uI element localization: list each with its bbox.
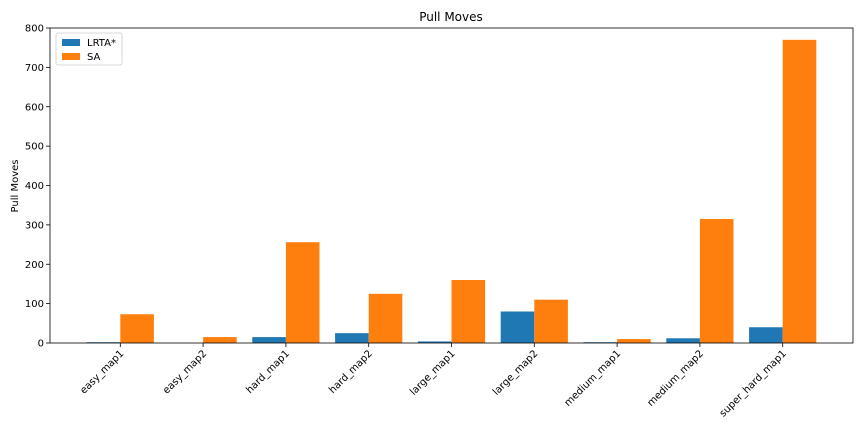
y-tick-label: 0	[38, 339, 44, 350]
legend-swatch	[62, 53, 80, 60]
x-tick-label: medium_map1	[563, 348, 624, 409]
x-tick-label: hard_map1	[244, 348, 292, 396]
y-tick-label: 600	[25, 102, 44, 113]
legend-swatch	[62, 39, 80, 46]
chart-title: Pull Moves	[419, 10, 483, 24]
x-tick-label: medium_map2	[645, 348, 706, 409]
x-tick-label: super_hard_map1	[718, 348, 789, 419]
bar-series1	[252, 337, 286, 343]
legend-label: SA	[87, 52, 101, 63]
bar-series2	[534, 299, 568, 343]
x-tick-label: large_map1	[408, 348, 457, 397]
x-tick-label: easy_map1	[78, 348, 126, 396]
bar-series1	[749, 327, 783, 343]
bar-series2	[203, 337, 237, 343]
y-tick-label: 200	[25, 260, 44, 271]
y-tick-label: 100	[25, 299, 44, 310]
bar-series1	[666, 338, 700, 343]
y-tick-label: 300	[25, 220, 44, 231]
bar-series2	[617, 339, 651, 343]
bar-series2	[782, 39, 817, 343]
bar-series2	[285, 242, 320, 343]
y-tick-label: 700	[25, 63, 44, 74]
y-tick-label: 800	[25, 24, 44, 35]
bar-series2	[699, 218, 734, 343]
bar-series2	[451, 280, 486, 343]
bar-series2	[368, 293, 403, 343]
legend-label: LRTA*	[87, 38, 116, 49]
x-tick-label: hard_map2	[327, 348, 375, 396]
bar-series1	[500, 311, 535, 343]
bar-series1	[417, 341, 452, 343]
x-tick-label: easy_map2	[161, 348, 209, 396]
y-axis-ticks: 0 100 200 300 400 500 600 700 800	[25, 24, 50, 350]
plot-frame	[49, 27, 854, 344]
x-axis-ticks: easy_map1 easy_map2 hard_map1 hard_map2 larg…	[78, 343, 789, 419]
y-tick-label: 500	[25, 142, 44, 153]
y-tick-label: 400	[25, 181, 44, 192]
x-tick-label: large_map2	[491, 348, 540, 397]
bar-series2	[120, 314, 154, 343]
bar-series1	[335, 333, 369, 343]
legend: LRTA* SA	[55, 32, 123, 66]
y-axis-label: Pull Moves	[10, 160, 21, 213]
bars	[86, 39, 817, 343]
